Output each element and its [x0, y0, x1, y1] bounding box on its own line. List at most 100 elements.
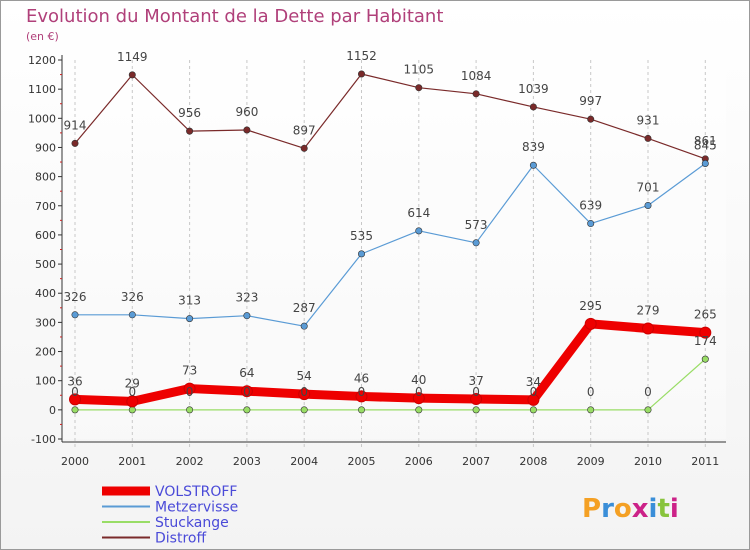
data-point	[243, 406, 251, 414]
data-point	[587, 406, 595, 414]
data-point	[69, 393, 81, 406]
data-label: 36	[67, 374, 82, 388]
data-point	[472, 406, 480, 414]
data-label: 914	[64, 118, 87, 132]
data-point	[128, 311, 136, 319]
y-tick-label: 400	[35, 287, 56, 300]
data-point	[644, 201, 652, 209]
data-label: 535	[350, 229, 373, 243]
series-line-stuckange	[74, 358, 706, 411]
data-label: 0	[530, 385, 538, 399]
data-point	[587, 220, 595, 228]
data-label: 64	[239, 366, 254, 380]
x-tick-label: 2000	[61, 455, 89, 468]
y-tick-label: 600	[35, 229, 56, 242]
data-label: 0	[300, 385, 308, 399]
data-label: 326	[64, 290, 87, 304]
y-tick-label: 700	[35, 200, 56, 213]
data-label: 614	[407, 206, 430, 220]
data-label: 0	[587, 385, 595, 399]
y-tick-label: 200	[35, 346, 56, 359]
x-tick-label: 2007	[462, 455, 490, 468]
data-label: 0	[415, 385, 423, 399]
data-point	[415, 227, 423, 235]
data-label: 0	[128, 385, 136, 399]
data-point	[529, 103, 537, 111]
x-tick-label: 2004	[290, 455, 318, 468]
y-tick-label: 1000	[28, 112, 56, 125]
data-label: 40	[411, 373, 426, 387]
data-label: 326	[121, 290, 144, 304]
data-label: 861	[694, 134, 717, 148]
chart-title: Evolution du Montant de la Dette par Hab…	[26, 6, 443, 27]
data-label: 73	[182, 364, 197, 378]
chart-subtitle: (en €)	[26, 30, 59, 43]
x-tick-label: 2002	[176, 455, 204, 468]
data-label: 701	[637, 180, 660, 194]
y-tick-label: 0	[49, 404, 56, 417]
data-label: 34	[526, 375, 541, 389]
data-label: 1152	[346, 49, 377, 63]
data-label: 0	[243, 385, 251, 399]
data-label: 46	[354, 371, 369, 385]
data-label: 639	[579, 199, 602, 213]
data-point	[300, 322, 308, 330]
x-tick-label: 2008	[519, 455, 547, 468]
data-point	[527, 393, 540, 406]
data-label: 0	[71, 385, 79, 399]
data-point	[357, 70, 365, 78]
data-label: 323	[235, 291, 258, 305]
data-point	[584, 317, 597, 330]
data-point	[529, 406, 537, 414]
data-point	[701, 159, 709, 167]
data-point	[587, 115, 595, 123]
data-point	[644, 406, 652, 414]
data-point	[415, 406, 423, 414]
data-point	[126, 395, 139, 408]
x-tick-label: 2001	[118, 455, 146, 468]
data-label: 960	[235, 105, 258, 119]
data-label: 1149	[117, 50, 148, 64]
y-tick-label: 1200	[28, 54, 56, 67]
x-tick-label: 2003	[233, 455, 261, 468]
plot-area	[62, 60, 726, 439]
data-label: 931	[637, 113, 660, 127]
data-point	[71, 311, 79, 319]
data-label: 295	[579, 299, 602, 313]
data-label: 0	[644, 385, 652, 399]
data-label: 279	[637, 304, 660, 318]
data-label: 54	[297, 369, 312, 383]
data-label: 287	[293, 301, 316, 315]
data-point	[415, 84, 423, 92]
data-point	[186, 127, 194, 135]
data-label: 29	[125, 376, 140, 390]
data-point	[642, 322, 654, 335]
data-point	[300, 406, 308, 414]
data-label: 0	[472, 385, 480, 399]
data-point	[186, 406, 194, 414]
data-point	[186, 315, 194, 323]
data-point	[357, 250, 365, 258]
data-point	[183, 382, 196, 395]
data-point	[128, 71, 136, 79]
x-tick-label: 2011	[691, 455, 719, 468]
data-point	[298, 388, 311, 401]
x-tick-label: 2006	[405, 455, 433, 468]
series-line-distroff	[74, 73, 706, 160]
x-tick-label: 2010	[634, 455, 662, 468]
series-line-metzervisse	[74, 162, 706, 327]
data-label: 845	[694, 138, 717, 152]
y-tick-label: -100	[31, 433, 56, 446]
x-tick-label: 2009	[577, 455, 605, 468]
y-tick-label: 800	[35, 171, 56, 184]
data-point	[701, 355, 709, 363]
data-label: 1084	[461, 69, 492, 83]
legend-label: Stuckange	[155, 515, 229, 531]
data-point	[470, 393, 483, 406]
data-point	[128, 406, 136, 414]
data-label: 37	[468, 374, 483, 388]
data-label: 1105	[404, 63, 435, 77]
data-label: 0	[358, 385, 366, 399]
data-point	[412, 392, 425, 405]
